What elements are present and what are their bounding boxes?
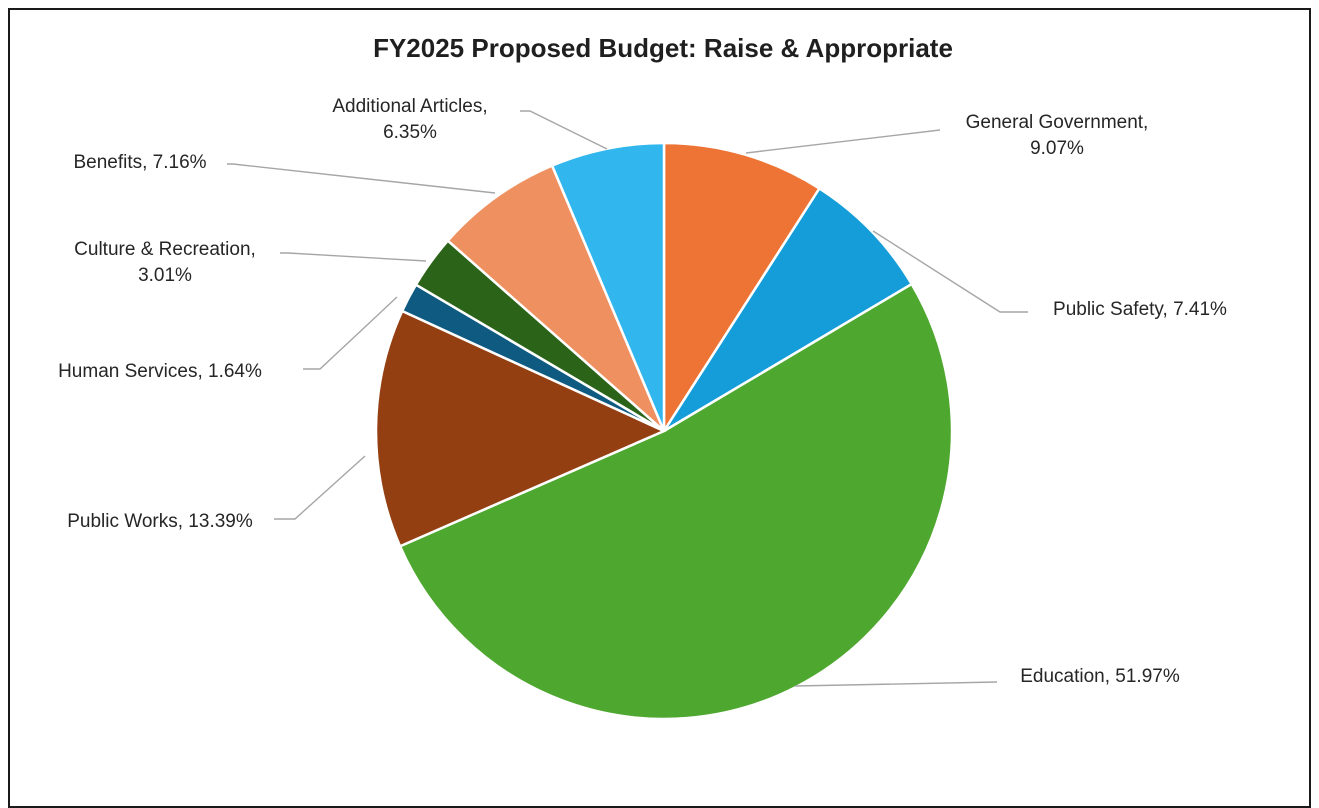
data-label-education: Education, 51.97% (1020, 666, 1180, 687)
leader-line-benefits (227, 163, 496, 194)
leader-line-public-works (274, 455, 366, 520)
data-label-benefits: Benefits, 7.16% (73, 152, 206, 173)
leader-lines (227, 110, 1028, 687)
pie-chart: FY2025 Proposed Budget: Raise & Appropri… (58, 33, 1227, 721)
pie-slice-public-safety (662, 186, 914, 433)
pie-slice-general-government (662, 141, 822, 436)
data-label-human-services: Human Services, 1.64% (58, 361, 262, 382)
data-label-general-government: General Government, 9.07% (966, 112, 1149, 159)
leader-line-general-government (745, 129, 941, 154)
leader-line-public-safety (872, 230, 1028, 313)
leader-line-additional-articles (520, 110, 608, 150)
pie-slice-education (398, 282, 954, 721)
leader-line-human-services (303, 296, 398, 370)
data-label-public-safety: Public Safety, 7.41% (1053, 299, 1227, 320)
data-labels: General Government, 9.07% Public Safety, 7… (58, 96, 1227, 687)
pie-slice-benefits (446, 163, 666, 432)
leader-line-education (794, 681, 998, 687)
pie-slices (374, 141, 954, 721)
leader-line-culture-recreation (280, 252, 427, 262)
data-label-public-works: Public Works, 13.39% (67, 511, 253, 532)
pie-slice-public-works (374, 309, 668, 548)
data-label-additional-articles: Additional Articles, 6.35% (332, 96, 487, 143)
data-label-culture-recreation: Culture & Recreation, 3.01% (74, 239, 256, 286)
chart-title: FY2025 Proposed Budget: Raise & Appropri… (373, 33, 953, 63)
